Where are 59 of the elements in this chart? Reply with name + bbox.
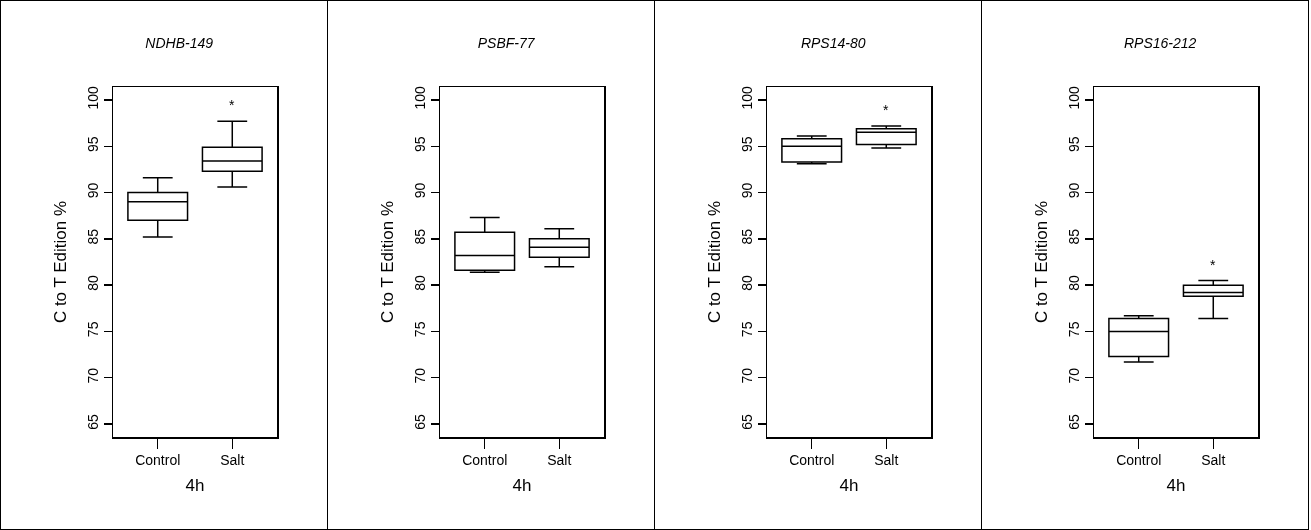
chart-title: RPS16-212 <box>1124 34 1197 51</box>
x-tick-label: Control <box>1116 452 1162 469</box>
y-tick-label: 75 <box>84 321 101 338</box>
x-axis-title: 4h <box>839 476 859 496</box>
y-axis-title: C to T Edition % <box>1031 200 1051 324</box>
x-tick-label: Salt <box>547 452 572 469</box>
y-tick-label: 70 <box>411 367 428 384</box>
panel-frame: Control Salt 65 70 75 80 85 90 95 100 RPS16-212 4h C to T Edition % * <box>981 0 1309 530</box>
y-tick-label: 90 <box>84 182 101 199</box>
chart-title: RPS14-80 <box>800 34 866 51</box>
y-tick-label: 65 <box>411 413 428 430</box>
y-tick-label: 65 <box>738 413 755 430</box>
y-tick-label: 100 <box>738 85 755 110</box>
y-tick-label: 65 <box>84 413 101 430</box>
x-tick-label: Salt <box>1201 452 1226 469</box>
y-tick-label: 90 <box>1065 182 1082 199</box>
y-tick-label: 90 <box>411 182 428 199</box>
y-axis-title: C to T Edition % <box>377 200 397 324</box>
y-tick-label: 95 <box>738 136 755 152</box>
y-tick-label: 95 <box>411 136 428 152</box>
annotation: * <box>883 102 889 118</box>
y-tick-label: 95 <box>84 136 101 152</box>
y-tick-label: 70 <box>1065 367 1082 384</box>
y-tick-label: 100 <box>84 85 101 110</box>
y-axis-title: C to T Edition % <box>704 200 724 324</box>
x-tick-label: Control <box>462 452 508 469</box>
y-tick-label: 85 <box>1065 228 1082 245</box>
x-axis-title: 4h <box>1166 476 1186 496</box>
y-tick-label: 80 <box>84 275 101 291</box>
y-tick-label: 85 <box>738 228 755 245</box>
panel-frame: Control Salt 65 70 75 80 85 90 95 100 NDHB-149 4h C to T Edition % * <box>0 0 328 530</box>
y-tick-label: 75 <box>1065 321 1082 338</box>
y-tick-label: 65 <box>1065 413 1082 430</box>
y-tick-label: 75 <box>411 321 428 338</box>
x-tick-label: Control <box>789 452 835 469</box>
panel-frame: Control Salt 65 70 75 80 85 90 95 100 PSBF-77 4h C to T Edition % <box>327 0 655 530</box>
y-tick-label: 80 <box>738 275 755 291</box>
x-tick-label: Salt <box>874 452 899 469</box>
y-tick-label: 80 <box>1065 275 1082 291</box>
x-tick-label: Salt <box>220 452 245 469</box>
x-tick-label: Control <box>135 452 181 469</box>
y-tick-label: 75 <box>738 321 755 338</box>
panel-frame: Control Salt 65 70 75 80 85 90 95 100 RPS14-80 4h C to T Edition % * <box>654 0 982 530</box>
annotation: * <box>229 97 235 113</box>
chart-title: PSBF-77 <box>477 34 536 51</box>
y-tick-label: 70 <box>738 367 755 384</box>
y-tick-label: 95 <box>1065 136 1082 152</box>
x-axis-title: 4h <box>512 476 532 496</box>
y-tick-label: 85 <box>84 228 101 245</box>
y-tick-label: 100 <box>1065 85 1082 110</box>
y-tick-label: 90 <box>738 182 755 199</box>
y-tick-label: 85 <box>411 228 428 245</box>
x-axis-title: 4h <box>185 476 205 496</box>
annotation: * <box>1210 257 1216 273</box>
y-tick-label: 70 <box>84 367 101 384</box>
y-tick-label: 80 <box>411 275 428 291</box>
chart-title: NDHB-149 <box>145 34 214 51</box>
y-axis-title: C to T Edition % <box>50 200 70 324</box>
y-tick-label: 100 <box>411 85 428 110</box>
